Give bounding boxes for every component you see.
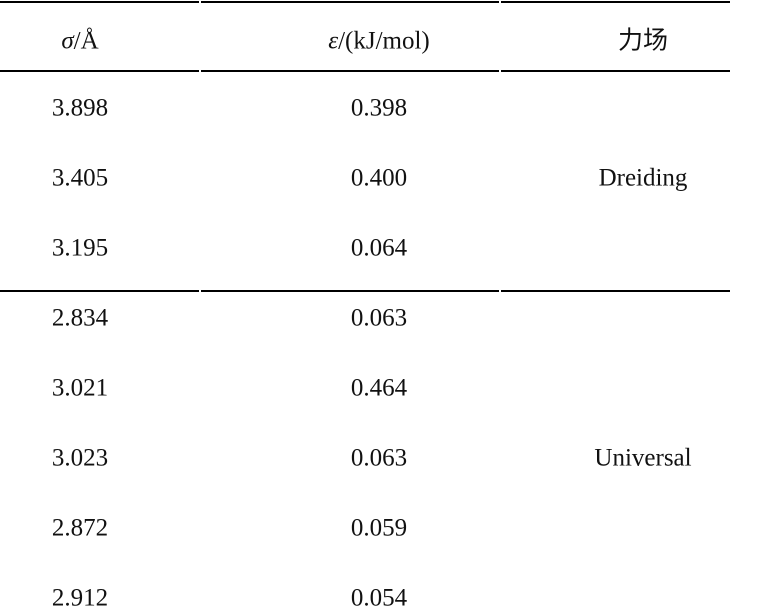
table-rule	[501, 70, 730, 72]
data-cell: 3.023	[51, 444, 109, 472]
force-field: Dreiding	[598, 164, 688, 192]
table-rule	[0, 1, 199, 3]
header-cell: 力场	[618, 29, 668, 54]
data-cell: 0.398	[350, 94, 408, 122]
header-symbol: σ	[61, 27, 74, 55]
table-rule	[0, 290, 199, 292]
table-rule	[0, 70, 199, 72]
force-field: Universal	[594, 444, 692, 472]
data-cell: 3.898	[51, 94, 109, 122]
table-rule	[201, 290, 499, 292]
table-rule	[201, 1, 499, 3]
data-cell: 2.912	[51, 584, 109, 608]
data-cell: 0.063	[350, 444, 408, 472]
header-unit: 力场	[617, 27, 669, 55]
table-rule	[201, 70, 499, 72]
data-cell: 0.464	[350, 374, 408, 402]
data-cell: 0.063	[350, 304, 408, 332]
table-rule	[501, 1, 730, 3]
data-cell: 0.400	[350, 164, 408, 192]
data-cell: 0.064	[350, 234, 408, 262]
data-cell: 3.405	[51, 164, 109, 192]
data-cell: 0.054	[350, 584, 408, 608]
data-cell: 2.834	[51, 304, 109, 332]
table-rule	[501, 290, 730, 292]
header-unit: /(kJ/mol)	[338, 27, 430, 55]
data-cell: 3.195	[51, 234, 109, 262]
header-symbol: ε	[328, 27, 339, 55]
data-cell: 0.059	[350, 514, 408, 542]
header-cell: ε/(kJ/mol)	[328, 29, 430, 54]
data-cell: 2.872	[51, 514, 109, 542]
header-cell: σ/Å	[61, 29, 98, 54]
data-cell: 3.021	[51, 374, 109, 402]
header-unit: /Å	[73, 27, 99, 55]
